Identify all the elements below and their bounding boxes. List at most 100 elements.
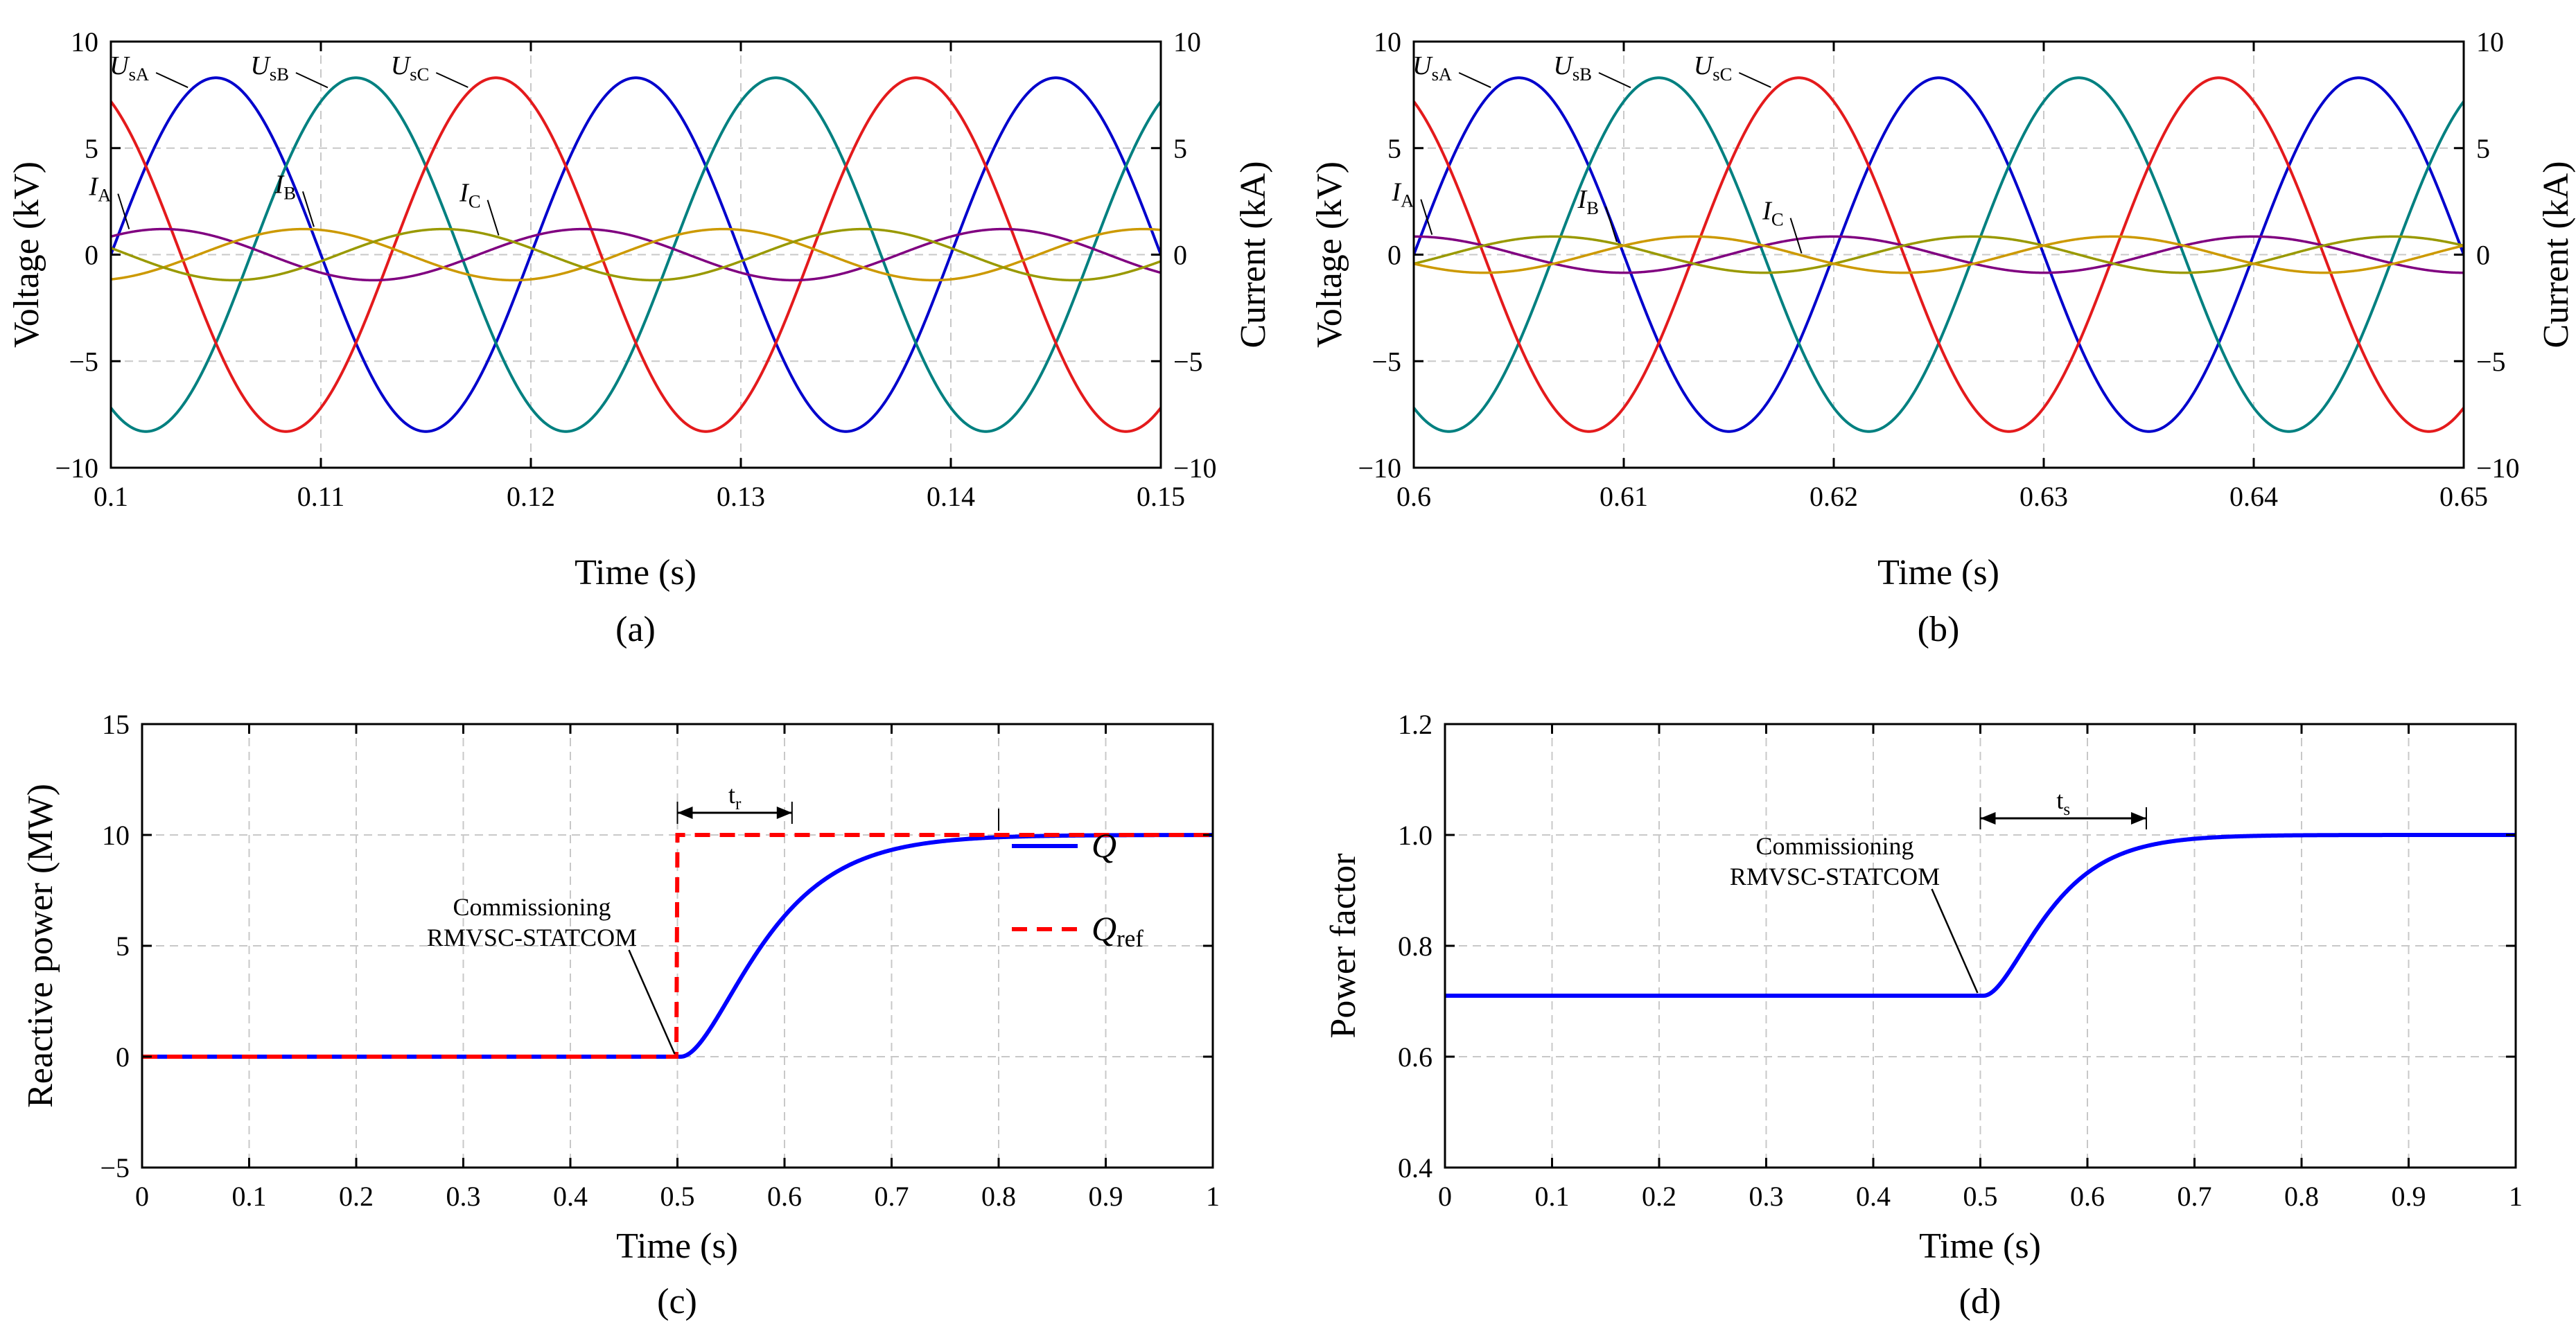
- panel-caption: (a): [615, 610, 656, 649]
- label-leader: [1420, 199, 1433, 235]
- legend-label-Q: Q: [1092, 826, 1116, 865]
- label-leader: [1738, 72, 1771, 88]
- interval-label: ts: [2056, 786, 2070, 819]
- x-tick-label: 0.7: [2178, 1181, 2212, 1212]
- label-IB: IB: [1577, 185, 1599, 218]
- x-tick-label: 0.9: [1089, 1181, 1123, 1212]
- x-tick-label: 0.6: [1396, 481, 1431, 512]
- y2-tick-label: 5: [2476, 133, 2490, 164]
- annotation-line1: Commissioning: [1755, 832, 1913, 860]
- x-tick-label: 0.4: [553, 1181, 588, 1212]
- y2-axis-label: Current (kA): [1234, 161, 1273, 348]
- panel-caption: (d): [1959, 1282, 2001, 1321]
- x-tick-label: 0.2: [339, 1181, 374, 1212]
- label-leader: [487, 200, 500, 236]
- y-tick-label: 5: [116, 931, 130, 962]
- label-IC: IC: [1762, 197, 1783, 230]
- panel-caption: (b): [1918, 610, 1960, 649]
- x-tick-label: 0.6: [2070, 1181, 2105, 1212]
- panel-a: 0.1 0.11 0.12 0.13 0.14 0.15−10 −10−5 −50 05 510 1…: [7, 26, 1273, 649]
- label-leader: [435, 72, 468, 88]
- y2-tick-label: 5: [1173, 133, 1187, 164]
- x-tick-label: 0.6: [767, 1181, 802, 1212]
- series-IB: [1414, 235, 2464, 274]
- label-UsB: UsB: [250, 51, 289, 85]
- x-tick-label: 0.12: [507, 481, 555, 512]
- x-tick-label: 0: [135, 1181, 149, 1212]
- label-leader: [1604, 206, 1618, 243]
- y-axis-label: Voltage (kV): [7, 161, 46, 348]
- y2-axis-label: Current (kA): [2536, 161, 2576, 348]
- y2-tick-label: 10: [2476, 26, 2504, 58]
- x-tick-label: 0.4: [1856, 1181, 1891, 1212]
- x-tick-label: 0.1: [94, 481, 128, 512]
- plot-area: [1414, 76, 2464, 433]
- x-axis-label: Time (s): [1919, 1226, 2041, 1266]
- x-tick-label: 0.3: [1749, 1181, 1784, 1212]
- interval-arrow-head-right: [776, 807, 792, 819]
- y2-tick-label: −10: [2476, 452, 2520, 484]
- series-PF: [1445, 833, 2516, 998]
- x-tick-label: 0.13: [717, 481, 765, 512]
- y-tick-label: −5: [69, 346, 98, 377]
- x-tick-label: 0.64: [2229, 481, 2278, 512]
- annotation-leader: [628, 949, 676, 1055]
- label-IC: IC: [459, 179, 480, 212]
- series-IB: [111, 227, 1161, 282]
- y-tick-label: 5: [1387, 133, 1401, 164]
- y-tick-label: 0: [116, 1041, 130, 1073]
- label-UsC: UsC: [1694, 51, 1733, 85]
- x-tick-label: 0.8: [981, 1181, 1016, 1212]
- x-tick-label: 0.5: [1963, 1181, 1998, 1212]
- x-tick-label: 0.65: [2439, 481, 2488, 512]
- label-leader: [1458, 72, 1491, 89]
- y-tick-label: 10: [71, 26, 98, 58]
- x-tick-label: 0.5: [660, 1181, 695, 1212]
- label-IB: IB: [274, 170, 296, 203]
- x-tick-label: 0.11: [297, 481, 345, 512]
- x-tick-label: 0.3: [446, 1181, 481, 1212]
- y-tick-label: −10: [55, 452, 98, 484]
- x-tick-label: 1: [1206, 1181, 1220, 1212]
- y2-tick-label: −5: [2476, 346, 2506, 377]
- y2-tick-label: 0: [1173, 240, 1187, 271]
- series-IC: [1414, 235, 2464, 274]
- panel-caption: (c): [657, 1282, 697, 1321]
- x-tick-label: 0.14: [927, 481, 975, 512]
- label-UsA: UsA: [1412, 51, 1453, 85]
- y-tick-label: 15: [102, 709, 130, 740]
- annotation-line2: RMVSC-STATCOM: [1730, 863, 1940, 890]
- label-leader: [117, 193, 130, 229]
- panel-c: 0 0.1 0.2 0.3 0.4 0.5 0.6 0.7 0.8 0.9 1−5051015Tim…: [21, 709, 1220, 1321]
- annotation-line1: Commissioning: [453, 893, 611, 921]
- y2-tick-label: −10: [1173, 452, 1217, 484]
- legend-label-Qref: Qref: [1092, 909, 1144, 952]
- interval-arrow-head-left: [1980, 812, 1996, 825]
- label-IA: IA: [1391, 178, 1414, 211]
- x-tick-label: 1: [2509, 1181, 2523, 1212]
- x-axis-label: Time (s): [1877, 553, 1999, 592]
- interval-arrow-head-left: [677, 807, 693, 819]
- y-axis-label: Power factor: [1324, 853, 1363, 1038]
- x-axis-label: Time (s): [616, 1226, 738, 1266]
- x-tick-label: 0.1: [1535, 1181, 1570, 1212]
- y2-tick-label: 10: [1173, 26, 1201, 58]
- x-tick-label: 0.9: [2392, 1181, 2426, 1212]
- series-IA: [1414, 235, 2464, 274]
- plot-area: [111, 76, 1161, 433]
- series-Qref: [142, 833, 1213, 1059]
- label-leader: [301, 191, 315, 227]
- label-leader: [1598, 72, 1631, 89]
- label-UsB: UsB: [1553, 51, 1592, 85]
- x-tick-label: 0.7: [875, 1181, 909, 1212]
- x-tick-label: 0.1: [232, 1181, 267, 1212]
- x-axis-label: Time (s): [575, 553, 696, 592]
- y-tick-label: −5: [1372, 346, 1401, 377]
- x-tick-label: 0.61: [1600, 481, 1648, 512]
- y-tick-label: −10: [1358, 452, 1401, 484]
- label-leader: [155, 72, 189, 89]
- y2-tick-label: 0: [2476, 240, 2490, 271]
- panel-d: 0 0.1 0.2 0.3 0.4 0.5 0.6 0.7 0.8 0.9 1 0.4 0.6 0.8 1.…: [1324, 709, 2523, 1321]
- y-tick-label: −5: [100, 1152, 130, 1183]
